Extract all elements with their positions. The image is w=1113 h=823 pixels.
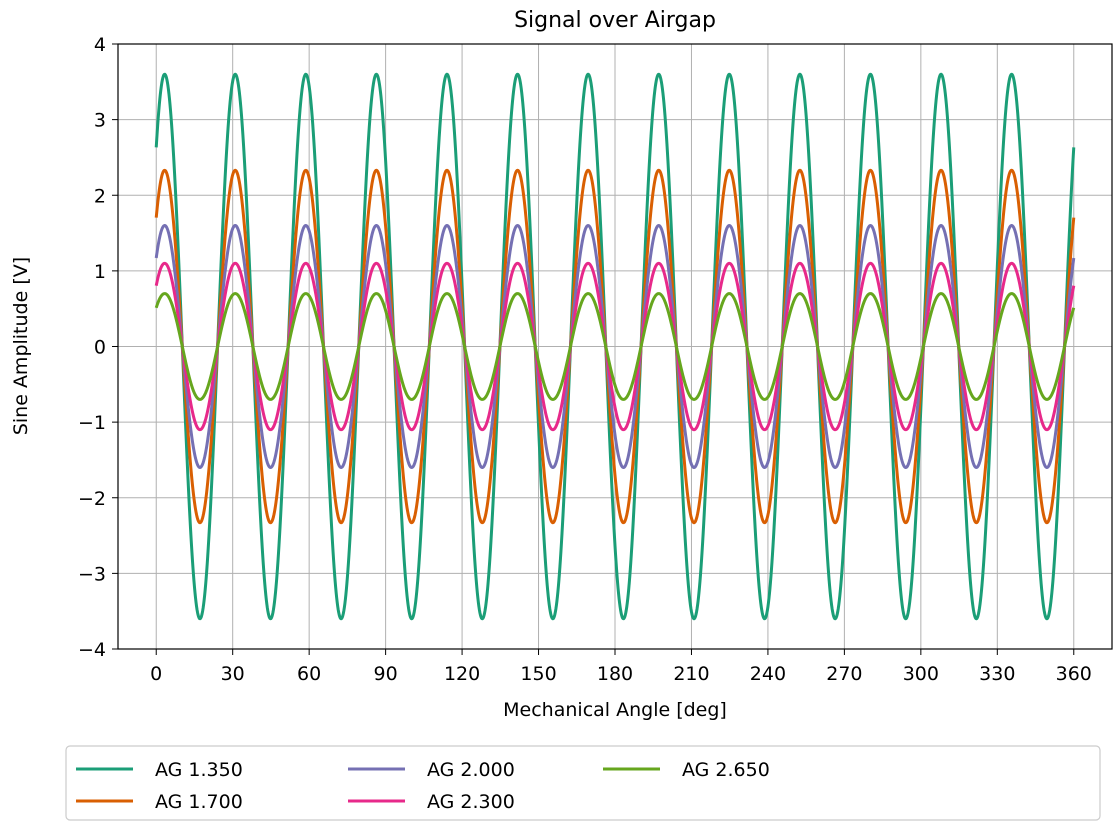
x-tick-label: 210 bbox=[673, 663, 709, 685]
y-tick-label: 3 bbox=[94, 110, 106, 132]
x-tick-label: 300 bbox=[903, 663, 939, 685]
legend-label: AG 2.650 bbox=[682, 759, 770, 781]
legend-label: AG 1.700 bbox=[155, 791, 243, 813]
x-tick-label: 120 bbox=[444, 663, 480, 685]
legend: AG 1.350 AG 1.700 AG 2.000 AG 2.300 AG 2.650 bbox=[65, 745, 1101, 821]
y-tick-label: 4 bbox=[94, 34, 106, 56]
x-tick-label: 60 bbox=[297, 663, 321, 685]
legend-label: AG 2.000 bbox=[427, 759, 515, 781]
x-axis-title: Mechanical Angle [deg] bbox=[503, 699, 727, 721]
y-tick-label: −4 bbox=[78, 639, 106, 661]
x-tick-label: 240 bbox=[750, 663, 786, 685]
x-tick-label: 150 bbox=[520, 663, 556, 685]
x-tick-label: 30 bbox=[221, 663, 245, 685]
legend-label: AG 2.300 bbox=[427, 791, 515, 813]
x-tick-label: 90 bbox=[374, 663, 398, 685]
x-tick-label: 330 bbox=[979, 663, 1015, 685]
x-tick-label: 0 bbox=[150, 663, 162, 685]
y-tick-label: 2 bbox=[94, 185, 106, 207]
chart-title: Signal over Airgap bbox=[514, 8, 716, 33]
y-tick-label: −2 bbox=[78, 488, 106, 510]
x-tick-label: 180 bbox=[597, 663, 633, 685]
x-tick-label: 360 bbox=[1056, 663, 1092, 685]
y-tick-label: −1 bbox=[78, 412, 106, 434]
legend-box bbox=[65, 745, 1101, 821]
series-line bbox=[154, 292, 1076, 401]
legend-label: AG 1.350 bbox=[155, 759, 243, 781]
y-tick-label: 1 bbox=[94, 261, 106, 283]
x-tick-label: 270 bbox=[826, 663, 862, 685]
y-tick-label: −3 bbox=[78, 563, 106, 585]
y-tick-label: 0 bbox=[94, 337, 106, 359]
axis-ticks: 0 30 60 90 120 150 180 210 240 270 300 330 36043210−… bbox=[78, 34, 1092, 685]
y-axis-title: Sine Amplitude [V] bbox=[10, 257, 32, 435]
plot-lines bbox=[154, 72, 1076, 621]
